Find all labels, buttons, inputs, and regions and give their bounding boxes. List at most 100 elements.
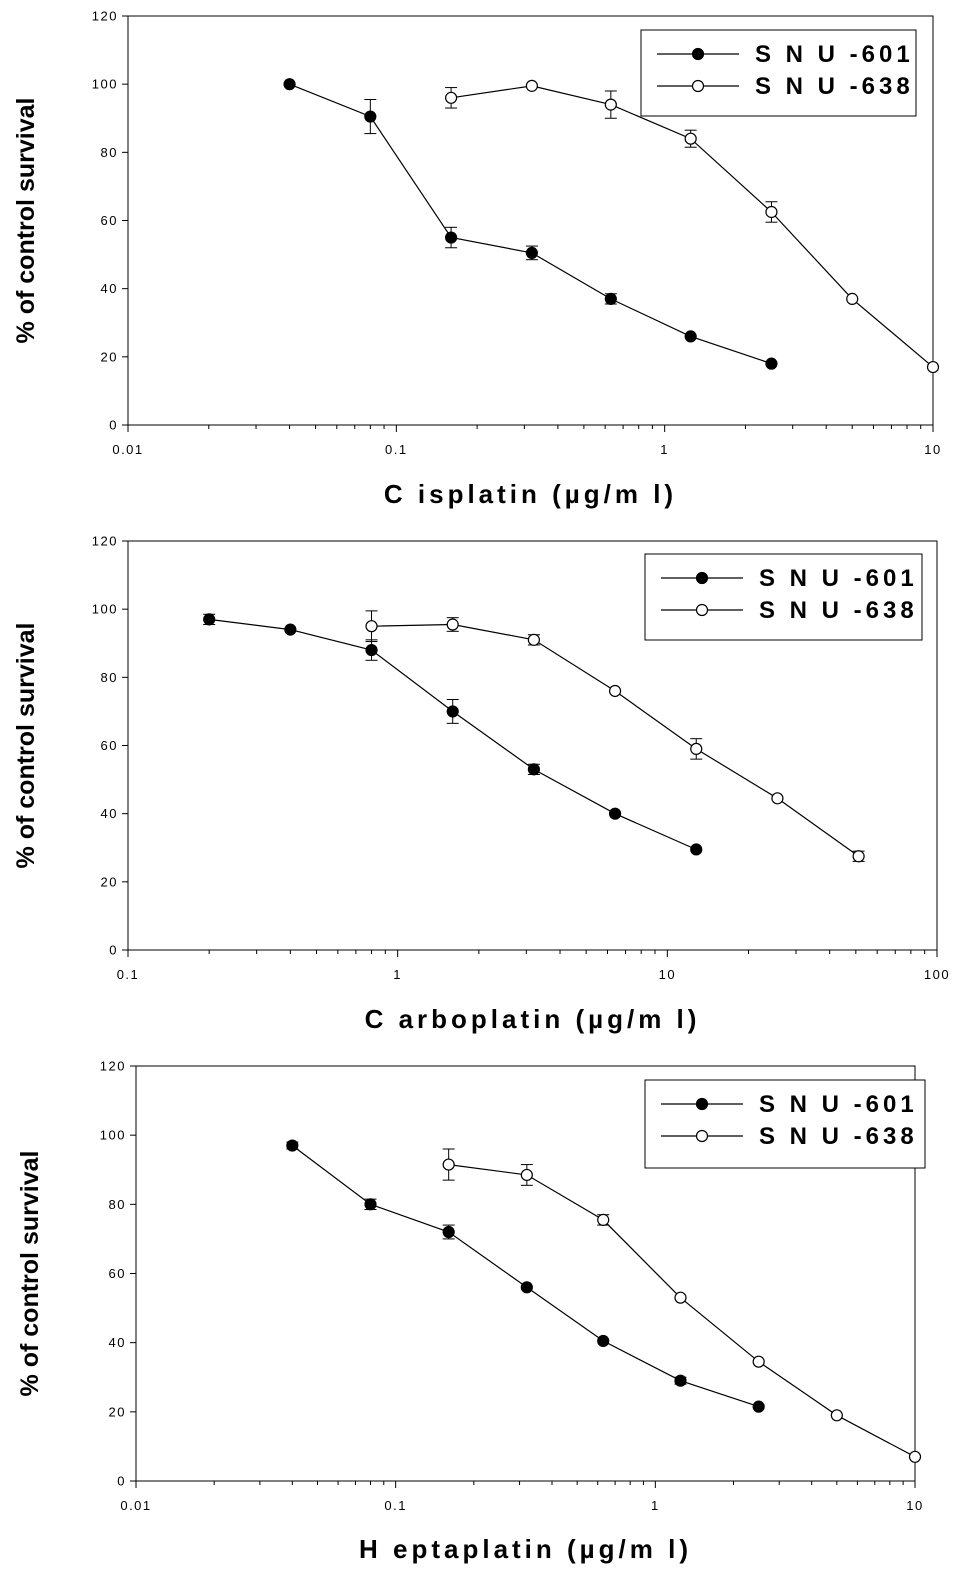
data-point bbox=[674, 1291, 687, 1304]
legend-label: S N U -601 bbox=[759, 565, 918, 592]
x-axis-title: H eptaplatin (µg/m l) bbox=[359, 1534, 692, 1564]
series-line bbox=[451, 85, 934, 368]
data-point bbox=[364, 110, 377, 123]
data-point bbox=[752, 1400, 765, 1413]
legend-label: S N U -638 bbox=[759, 597, 918, 624]
data-point bbox=[852, 850, 865, 863]
data-point bbox=[674, 1374, 687, 1387]
legend-label: S N U -601 bbox=[759, 1091, 918, 1118]
data-point bbox=[604, 98, 617, 111]
data-point bbox=[608, 807, 622, 820]
data-point bbox=[365, 620, 378, 633]
y-tick-label: 20 bbox=[109, 1404, 126, 1419]
legend-box bbox=[644, 1079, 926, 1169]
data-point bbox=[690, 843, 703, 856]
x-tick-label: 0.01 bbox=[120, 1498, 151, 1513]
y-tick-label: 100 bbox=[92, 602, 118, 617]
y-tick-label: 120 bbox=[100, 1059, 126, 1074]
data-point bbox=[604, 292, 617, 305]
y-tick-label: 80 bbox=[109, 1197, 126, 1212]
data-point bbox=[690, 742, 703, 756]
data-point bbox=[752, 1355, 765, 1368]
data-point bbox=[684, 330, 697, 343]
y-tick-label: 80 bbox=[101, 145, 118, 160]
data-point bbox=[597, 1213, 610, 1226]
x-tick-label: 1 bbox=[651, 1498, 660, 1513]
data-point bbox=[527, 633, 540, 646]
legend-marker bbox=[691, 79, 705, 93]
data-point bbox=[527, 763, 540, 776]
y-tick-label: 80 bbox=[101, 670, 118, 685]
y-tick-label: 120 bbox=[92, 534, 118, 549]
legend-marker bbox=[691, 47, 705, 61]
x-axis-title: C arboplatin (µg/m l) bbox=[365, 1004, 701, 1034]
series-2 bbox=[442, 1148, 922, 1463]
y-axis-title: % of control survival bbox=[16, 1151, 44, 1397]
data-point bbox=[771, 792, 784, 805]
data-point bbox=[765, 205, 778, 219]
y-tick-label: 20 bbox=[101, 874, 118, 889]
legend: S N U -601 S N U -638 bbox=[644, 553, 923, 641]
legend-label: S N U -638 bbox=[759, 1123, 918, 1150]
y-tick-label: 20 bbox=[101, 349, 118, 364]
y-tick-label: 0 bbox=[109, 418, 118, 433]
data-point bbox=[442, 1158, 455, 1171]
series-line bbox=[448, 1164, 916, 1458]
y-axis-title: % of control survival bbox=[12, 623, 40, 869]
y-tick-label: 0 bbox=[109, 943, 118, 958]
data-point bbox=[525, 79, 538, 92]
legend: S N U -601 S N U -638 bbox=[640, 29, 917, 117]
data-point bbox=[684, 132, 697, 145]
x-tick-label: 0.1 bbox=[117, 967, 140, 982]
data-point bbox=[520, 1168, 533, 1182]
series-1 bbox=[286, 1139, 765, 1413]
y-tick-label: 60 bbox=[109, 1266, 126, 1281]
x-axis-title: C isplatin (µg/m l) bbox=[384, 479, 677, 509]
y-tick-label: 0 bbox=[117, 1474, 126, 1489]
y-tick-label: 40 bbox=[109, 1335, 126, 1350]
data-point bbox=[445, 231, 458, 244]
y-tick-label: 120 bbox=[92, 9, 118, 24]
series-2 bbox=[365, 610, 865, 863]
x-tick-label: 1 bbox=[393, 967, 402, 982]
data-point bbox=[525, 246, 538, 259]
legend-marker bbox=[695, 1097, 709, 1111]
data-point bbox=[284, 623, 297, 636]
data-point bbox=[520, 1281, 533, 1294]
x-tick-label: 100 bbox=[924, 967, 950, 982]
legend-marker bbox=[695, 571, 709, 585]
data-point bbox=[365, 643, 378, 657]
data-point bbox=[364, 1198, 377, 1211]
data-point bbox=[203, 613, 216, 626]
y-tick-label: 60 bbox=[101, 738, 118, 753]
series-1 bbox=[203, 613, 703, 856]
series-line bbox=[289, 83, 772, 365]
legend-marker bbox=[695, 1129, 709, 1143]
data-point bbox=[445, 91, 458, 104]
data-point bbox=[446, 618, 459, 631]
data-point bbox=[286, 1139, 299, 1152]
data-point bbox=[830, 1409, 843, 1422]
series-1 bbox=[283, 78, 778, 370]
x-tick-label: 0.1 bbox=[384, 1498, 407, 1513]
legend: S N U -601 S N U -638 bbox=[644, 1079, 926, 1169]
y-tick-label: 100 bbox=[100, 1128, 126, 1143]
data-point bbox=[446, 705, 459, 718]
data-point bbox=[597, 1334, 610, 1348]
legend-marker bbox=[695, 603, 709, 617]
data-point bbox=[926, 360, 940, 374]
data-point bbox=[908, 1450, 922, 1463]
y-tick-label: 40 bbox=[101, 281, 118, 296]
data-point bbox=[765, 357, 778, 370]
data-point bbox=[608, 684, 622, 698]
legend-label: S N U -601 bbox=[755, 41, 914, 68]
x-tick-label: 10 bbox=[924, 442, 941, 457]
series-line bbox=[291, 1145, 759, 1408]
x-tick-label: 0.01 bbox=[112, 442, 143, 457]
data-point bbox=[283, 78, 296, 91]
